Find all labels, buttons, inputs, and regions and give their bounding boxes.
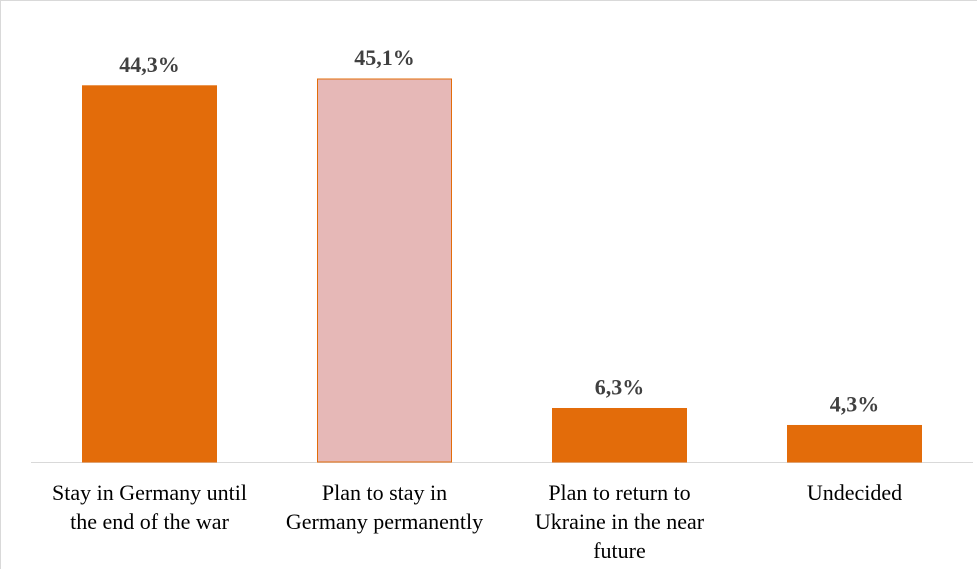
bar-4 xyxy=(787,424,922,463)
bar-2 xyxy=(317,78,452,463)
bar-1 xyxy=(82,85,217,463)
category-label-3: Plan to return to Ukraine in the near futu… xyxy=(535,480,705,563)
category-label-4-line-1: Undecided xyxy=(807,480,902,505)
category-label-3-line-1: Plan to return to xyxy=(548,480,690,505)
bar-value-label-1: 44,3% xyxy=(119,52,180,77)
category-label-2-line-2: Germany permanently xyxy=(286,509,483,534)
bar-value-label-4: 4,3% xyxy=(830,391,880,416)
category-label-3-line-3: future xyxy=(593,538,646,563)
category-label-1: Stay in Germany until the end of the war xyxy=(52,480,247,534)
category-label-4: Undecided xyxy=(807,480,902,505)
bar-value-label-3: 6,3% xyxy=(595,374,645,399)
bar-value-label-2: 45,1% xyxy=(354,45,415,70)
category-label-3-line-2: Ukraine in the near xyxy=(535,509,705,534)
bar-3 xyxy=(552,407,687,463)
category-label-1-line-1: Stay in Germany until xyxy=(52,480,247,505)
category-label-2: Plan to stay in Germany permanently xyxy=(286,480,483,534)
category-label-2-line-1: Plan to stay in xyxy=(322,480,447,505)
category-label-1-line-2: the end of the war xyxy=(70,509,229,534)
